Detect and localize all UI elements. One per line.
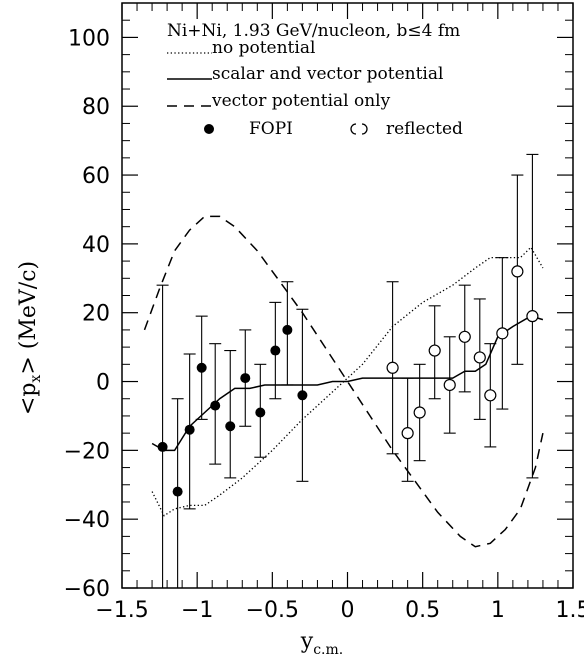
fopi-point (184, 424, 195, 435)
reflected-point (473, 351, 486, 364)
fopi-point (255, 407, 266, 418)
legend-label-scalar-vector: scalar and vector potential (212, 64, 443, 84)
legend: Ni+Ni, 1.93 GeV/nucleon, b≤4 fm no poten… (167, 21, 463, 139)
reflected-point (511, 265, 524, 278)
reflected-point (484, 389, 497, 402)
legend-label-no-potential: no potential (212, 38, 315, 58)
y-tick-label: 100 (68, 26, 110, 51)
y-tick-label: 80 (82, 95, 110, 120)
fopi-point (196, 362, 207, 373)
legend-marker-reflected-right (361, 123, 368, 135)
y-tick-label: −20 (64, 439, 110, 464)
x-tick-label: −1 (181, 598, 213, 623)
curve-vector_only (143, 215, 544, 548)
fopi-point (270, 345, 281, 356)
fopi-point (240, 373, 251, 384)
reflected-point (413, 406, 426, 419)
x-tick-label: −1.5 (95, 598, 148, 623)
legend-label-vector-only: vector potential only (211, 91, 391, 111)
reflected-point (401, 427, 414, 440)
fopi-point (157, 441, 168, 452)
x-tick-label: −0.5 (246, 598, 299, 623)
reflected-point (526, 310, 539, 323)
fopi-point (297, 390, 308, 401)
y-tick-label: 60 (82, 164, 110, 189)
model-curves (143, 215, 544, 548)
fopi-point (210, 400, 221, 411)
y-tick-label: −40 (64, 508, 110, 533)
y-tick-label: 20 (82, 302, 110, 327)
y-tick-label: 0 (96, 371, 110, 396)
x-tick-labels: −1.5 −1 −0.5 0 0.5 1 1.5 (95, 598, 584, 623)
y-tick-label: 40 (82, 233, 110, 258)
reflected-point (428, 344, 441, 357)
x-tick-label: 0.5 (405, 598, 440, 623)
chart-title: Ni+Ni, 1.93 GeV/nucleon, b≤4 fm (167, 21, 460, 41)
error-bars (156, 153, 539, 588)
legend-marker-fopi (204, 124, 214, 134)
y-tick-label: −60 (64, 577, 110, 602)
y-axis-title: <px> (MeV/c) (16, 261, 44, 415)
reflected-point (386, 361, 399, 374)
reflected-point (458, 330, 471, 343)
legend-marker-reflected-left (350, 123, 357, 135)
reflected-point (443, 378, 456, 392)
reflected-point (496, 327, 509, 340)
curve-scalar_vector (151, 315, 544, 452)
data-points (157, 265, 539, 497)
legend-label-fopi: FOPI (249, 119, 293, 139)
y-tick-labels: −60 −40 −20 0 20 40 60 80 100 (64, 26, 110, 602)
x-tick-label: 0 (341, 598, 355, 623)
fopi-point (172, 486, 183, 497)
x-tick-label: 1.5 (556, 598, 584, 623)
legend-label-reflected: reflected (386, 119, 463, 139)
fopi-point (282, 324, 293, 335)
x-tick-label: 1 (491, 598, 505, 623)
x-axis-title: yc.m. (300, 629, 343, 658)
fopi-point (225, 421, 236, 432)
axis-ticks (121, 3, 574, 589)
